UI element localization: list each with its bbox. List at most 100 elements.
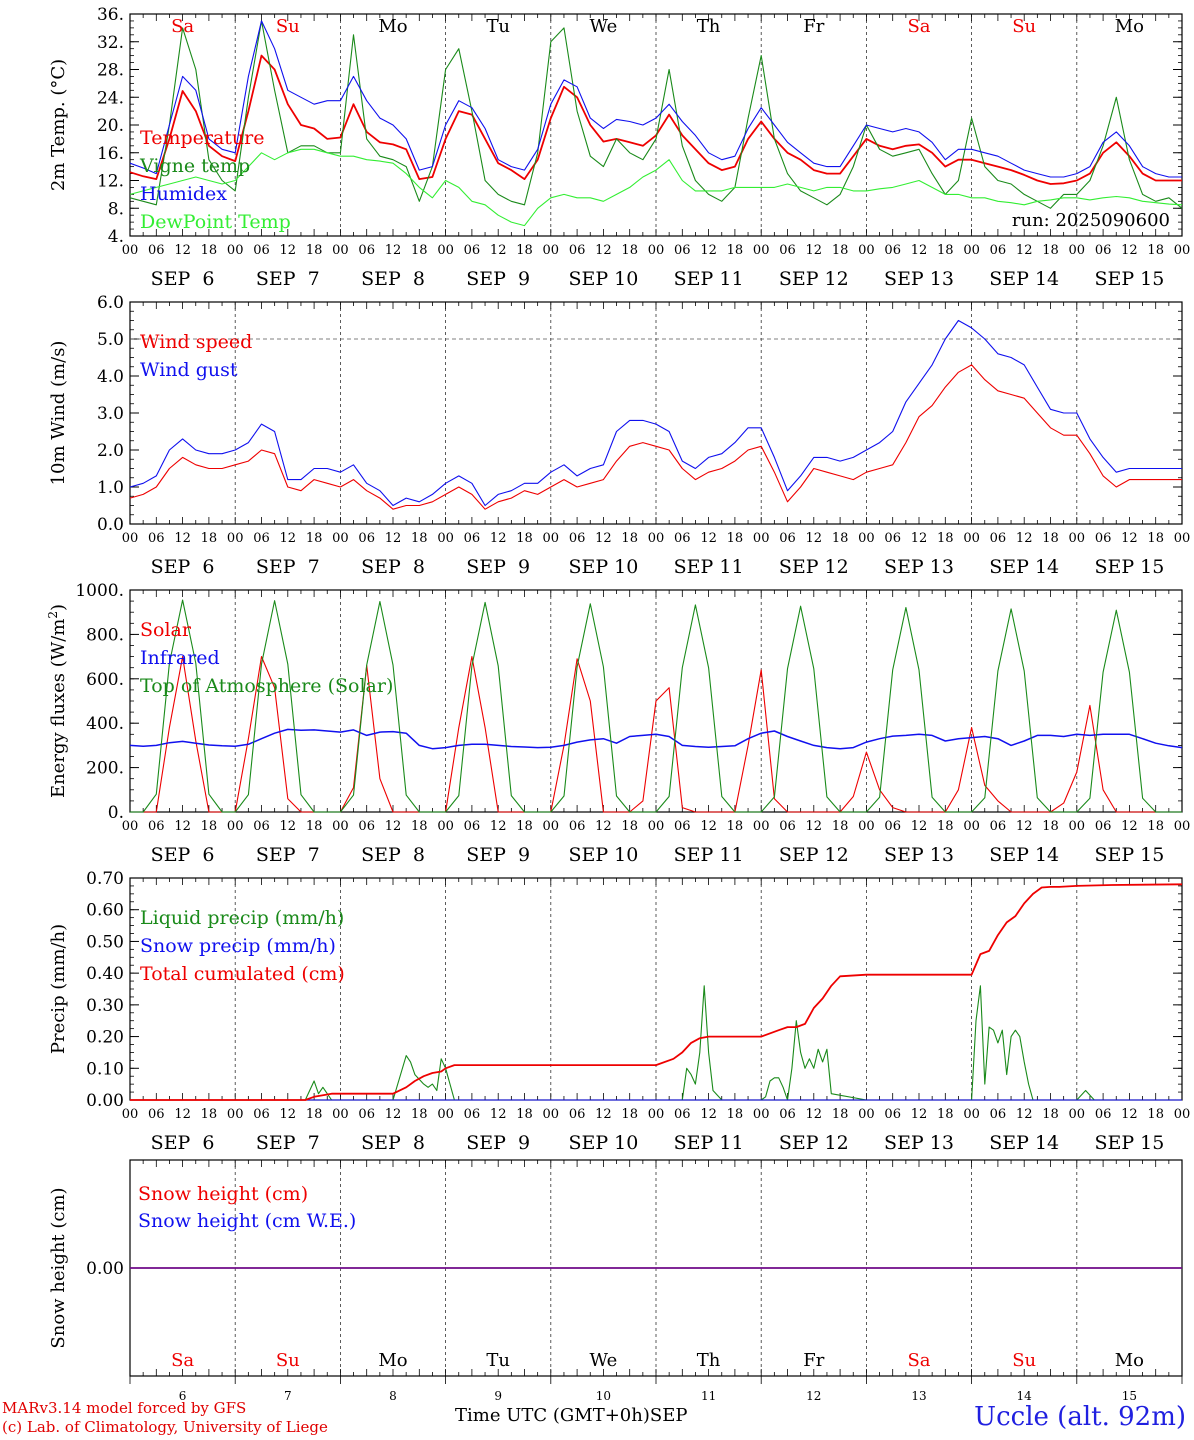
hour-label: 06 <box>358 243 375 258</box>
day-name: Su <box>276 16 300 37</box>
date-label: SEP 11 <box>674 268 744 290</box>
y-tick-label: 8. <box>108 199 124 219</box>
day-number: 12 <box>806 1389 821 1403</box>
y-tick-label: 1000. <box>75 581 124 601</box>
hour-label: 18 <box>727 243 744 258</box>
hour-label: 12 <box>280 1107 297 1122</box>
y-tick-label: 32. <box>97 33 124 53</box>
y-tick-label: 3.0 <box>97 404 124 424</box>
hour-label: 18 <box>411 1107 428 1122</box>
y-tick-label: 400. <box>86 714 124 734</box>
hour-label: 18 <box>621 531 638 546</box>
series-line-total-cumulated-cm <box>130 883 1183 1101</box>
y-tick-label: 0.40 <box>86 964 124 984</box>
hour-label: 06 <box>148 243 165 258</box>
day-name: Th <box>697 1350 721 1371</box>
day-number: 6 <box>179 1389 187 1403</box>
hour-label: 18 <box>201 819 218 834</box>
legend-entry: Solar <box>140 619 192 641</box>
legend-entry: Wind gust <box>140 359 238 381</box>
hour-label: 06 <box>884 819 901 834</box>
day-name: Mo <box>378 1350 407 1371</box>
date-label: SEP 13 <box>884 556 954 578</box>
hour-label: 18 <box>727 819 744 834</box>
hour-label: 18 <box>937 531 954 546</box>
hour-label: 06 <box>569 819 586 834</box>
hour-label: 06 <box>779 1107 796 1122</box>
hour-label: 12 <box>595 819 612 834</box>
hour-label: 00 <box>858 819 875 834</box>
y-tick-label: 0.0 <box>97 515 124 535</box>
legend-entry: Vigne temp <box>139 155 250 177</box>
hour-label: 06 <box>148 819 165 834</box>
hour-label: 00 <box>1069 243 1086 258</box>
y-axis-label: Energy fluxes (W/m2) <box>46 604 69 798</box>
hour-label: 00 <box>543 1107 560 1122</box>
hour-label: 18 <box>832 819 849 834</box>
hour-label: 18 <box>621 243 638 258</box>
hour-label: 12 <box>385 531 402 546</box>
date-label: SEP 7 <box>256 268 320 290</box>
day-name: Su <box>1012 16 1036 37</box>
x-axis-title-text: Time UTC (GMT+0h) <box>455 1405 650 1426</box>
y-axis-label: Snow height (cm) <box>48 1187 69 1348</box>
date-label: SEP 15 <box>1094 1132 1164 1154</box>
hour-label: 06 <box>569 531 586 546</box>
hour-label: 06 <box>464 1107 481 1122</box>
hour-label: 18 <box>832 1107 849 1122</box>
hour-label: 18 <box>201 1107 218 1122</box>
hour-label: 00 <box>227 1107 244 1122</box>
date-label: SEP 9 <box>466 556 530 578</box>
hour-label: 12 <box>1016 1107 1033 1122</box>
date-label: SEP 7 <box>256 844 320 866</box>
date-label: SEP 6 <box>151 556 215 578</box>
legend-entry: Temperature <box>140 127 264 149</box>
date-label: SEP 14 <box>989 556 1059 578</box>
hour-label: 06 <box>569 243 586 258</box>
hour-label: 00 <box>543 819 560 834</box>
hour-label: 00 <box>543 243 560 258</box>
x-axis-month: SEP <box>649 1405 688 1426</box>
hour-label: 12 <box>806 1107 823 1122</box>
hour-label: 06 <box>148 1107 165 1122</box>
day-name: Tu <box>486 16 510 37</box>
y-tick-label: 4. <box>108 227 124 247</box>
station-label: Uccle (alt. 92m) <box>974 1402 1186 1432</box>
series-line-dewpoint-temp <box>129 148 1183 227</box>
day-name: We <box>590 16 618 37</box>
hour-label: 12 <box>700 819 717 834</box>
hour-label: 12 <box>1121 531 1138 546</box>
hour-label: 06 <box>253 243 270 258</box>
hour-label: 00 <box>963 243 980 258</box>
day-name: Th <box>697 16 721 37</box>
panel-wind: 0.0 1.0 2.0 3.0 4.0 5.0 6.0 10m Wind (m/s) Wind … <box>48 293 1190 578</box>
series-line-humidex <box>129 20 1182 178</box>
date-label: SEP 10 <box>568 844 638 866</box>
date-label: SEP 10 <box>568 268 638 290</box>
hour-label: 06 <box>1095 243 1112 258</box>
hour-label: 12 <box>911 531 928 546</box>
date-label: SEP 11 <box>674 1132 744 1154</box>
hour-label: 00 <box>332 1107 349 1122</box>
hour-label: 18 <box>1042 1107 1059 1122</box>
y-tick-label: 0.00 <box>86 1091 124 1111</box>
day-number: 7 <box>284 1389 292 1403</box>
hour-label: 00 <box>1069 819 1086 834</box>
hour-label: 00 <box>858 531 875 546</box>
hour-label: 06 <box>990 243 1007 258</box>
date-label: SEP 14 <box>989 268 1059 290</box>
y-tick-label: 0.70 <box>86 869 124 889</box>
date-label: SEP 6 <box>151 844 215 866</box>
day-name: Mo <box>378 16 407 37</box>
date-label: SEP 9 <box>466 844 530 866</box>
hour-label: 12 <box>174 1107 191 1122</box>
hour-label: 18 <box>306 531 323 546</box>
hour-label: 18 <box>306 1107 323 1122</box>
hour-label: 06 <box>253 531 270 546</box>
hour-label: 06 <box>884 531 901 546</box>
y-axis-label: 10m Wind (m/s) <box>48 341 69 486</box>
copyright-credit: (c) Lab. of Climatology, University of L… <box>2 1418 328 1436</box>
hour-label: 00 <box>1174 243 1191 258</box>
hour-label: 00 <box>332 819 349 834</box>
